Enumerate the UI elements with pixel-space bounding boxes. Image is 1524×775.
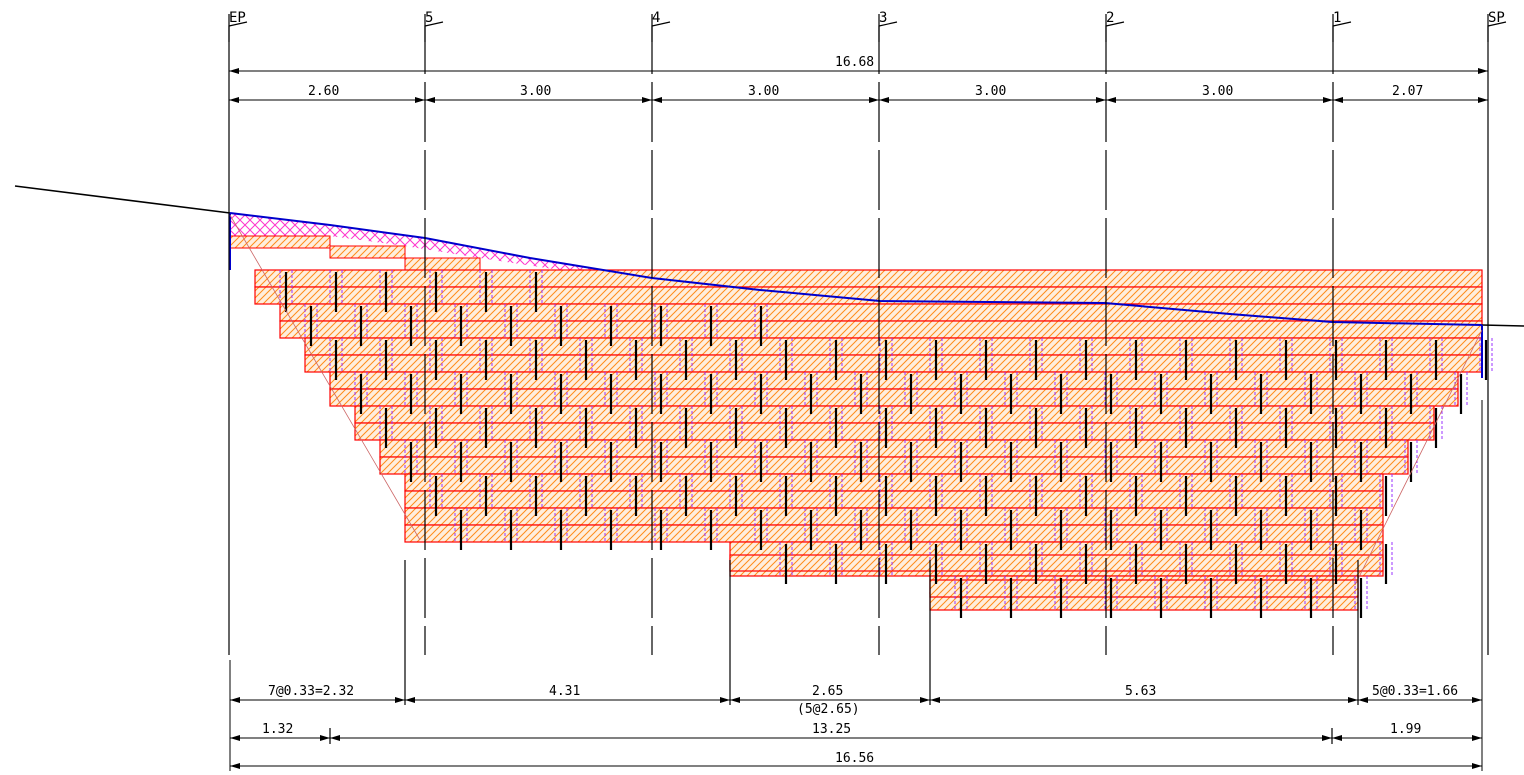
dim-bottom-row1-arrow-r — [395, 697, 405, 703]
station-flag — [1487, 21, 1507, 42]
bottom-dim-1-note: (5@2.65) — [797, 702, 860, 717]
dim-bottom-row1-arrow-l — [930, 697, 940, 703]
dim-top-total-arrow-l — [229, 68, 239, 74]
block-course — [354, 405, 1435, 424]
ground-profile-line — [229, 212, 1483, 326]
existing-ground-left — [14, 185, 231, 214]
block-course — [404, 524, 1384, 543]
dim-bottom-row1-arrow-l — [230, 697, 240, 703]
dim-top-seg-arrow-l — [425, 97, 435, 103]
bottom-dim-total: 16.56 — [835, 751, 874, 766]
block-course — [304, 354, 1483, 373]
bottom-dim-1-5: 5@0.33=1.66 — [1372, 684, 1458, 699]
station-label-2: 2 — [1106, 10, 1114, 26]
bottom-dim-1-2: 4.31 — [549, 684, 580, 699]
station-label-1: 1 — [1333, 10, 1341, 26]
block-course — [379, 456, 1409, 475]
dim-bottom-row1-arrow-l — [1358, 697, 1368, 703]
block-course — [379, 439, 1409, 458]
station-flag — [651, 21, 671, 42]
dim-bottom-total-arrow-r — [1472, 763, 1482, 769]
top-dim-seg-4: 3.00 — [975, 84, 1006, 99]
block-course — [254, 286, 1483, 305]
dim-bottom-row2-arrow-l — [230, 735, 240, 741]
slope-line-right — [1354, 329, 1483, 586]
top-dim-total: 16.68 — [835, 55, 874, 70]
top-dim-seg-5: 3.00 — [1202, 84, 1233, 99]
dim-top-seg-arrow-r — [415, 97, 425, 103]
existing-ground-right — [1481, 324, 1524, 327]
top-step-2 — [404, 257, 481, 271]
block-rows — [229, 235, 1483, 611]
dim-bottom-row1-arrow-r — [1472, 697, 1482, 703]
bottom-dim-1-3: 2.65 — [812, 684, 843, 699]
block-course — [254, 269, 1483, 288]
station-label-4: 4 — [652, 10, 660, 26]
dim-top-seg-arrow-r — [642, 97, 652, 103]
block-course — [329, 371, 1459, 390]
dim-top-seg-arrow-l — [879, 97, 889, 103]
bottom-dim-2-1: 1.32 — [262, 722, 293, 737]
dim-bottom-row1-arrow-l — [405, 697, 415, 703]
station-label-3: 3 — [879, 10, 887, 26]
slope-line-left — [229, 214, 421, 541]
top-step-0 — [229, 235, 331, 249]
bottom-dim-1-4: 5.63 — [1125, 684, 1156, 699]
dim-top-seg-arrow-l — [229, 97, 239, 103]
block-course — [329, 388, 1459, 407]
station-lines — [228, 14, 1507, 655]
dim-bottom-row2-arrow-l — [1332, 735, 1342, 741]
station-flag — [1332, 21, 1352, 42]
block-course — [304, 337, 1483, 356]
dim-bottom-row2-arrow-r — [320, 735, 330, 741]
station-label-sp: SP — [1488, 10, 1505, 26]
top-step-1 — [329, 245, 406, 259]
station-flag — [1105, 21, 1125, 42]
station-flag — [228, 21, 248, 42]
anchor-bars — [284, 272, 1488, 618]
top-dim-seg-6: 2.07 — [1392, 84, 1423, 99]
dim-bottom-row1-arrow-r — [920, 697, 930, 703]
dim-bottom-total-arrow-l — [230, 763, 240, 769]
station-label-ep: EP — [229, 10, 246, 26]
top-dim-seg-1: 2.60 — [308, 84, 339, 99]
dimension-lines — [229, 68, 1488, 771]
dim-bottom-row2-arrow-r — [1322, 735, 1332, 741]
dim-bottom-row1-arrow-l — [730, 697, 740, 703]
dim-top-seg-arrow-r — [1096, 97, 1106, 103]
top-dim-seg-3: 3.00 — [748, 84, 779, 99]
bottom-dim-2-3: 1.99 — [1390, 722, 1421, 737]
bottom-dim-2-2: 13.25 — [812, 722, 851, 737]
dim-bottom-row1-arrow-r — [1348, 697, 1358, 703]
station-flag — [424, 21, 444, 42]
bottom-dim-1-1: 7@0.33=2.32 — [268, 684, 354, 699]
block-course — [354, 422, 1435, 441]
station-flag — [878, 21, 898, 42]
dim-bottom-row2-arrow-r — [1472, 735, 1482, 741]
dim-top-seg-arrow-r — [869, 97, 879, 103]
dim-top-seg-arrow-l — [1333, 97, 1343, 103]
block-course-bottom — [929, 579, 1359, 598]
dim-top-seg-arrow-l — [652, 97, 662, 103]
block-joints — [279, 270, 1493, 610]
top-dim-seg-2: 3.00 — [520, 84, 551, 99]
dim-top-seg-arrow-r — [1323, 97, 1333, 103]
station-label-5: 5 — [425, 10, 433, 26]
dim-top-total-arrow-r — [1478, 68, 1488, 74]
dim-bottom-row2-arrow-l — [330, 735, 340, 741]
dim-top-seg-arrow-r — [1478, 97, 1488, 103]
dim-bottom-row1-arrow-r — [720, 697, 730, 703]
dim-top-seg-arrow-l — [1106, 97, 1116, 103]
